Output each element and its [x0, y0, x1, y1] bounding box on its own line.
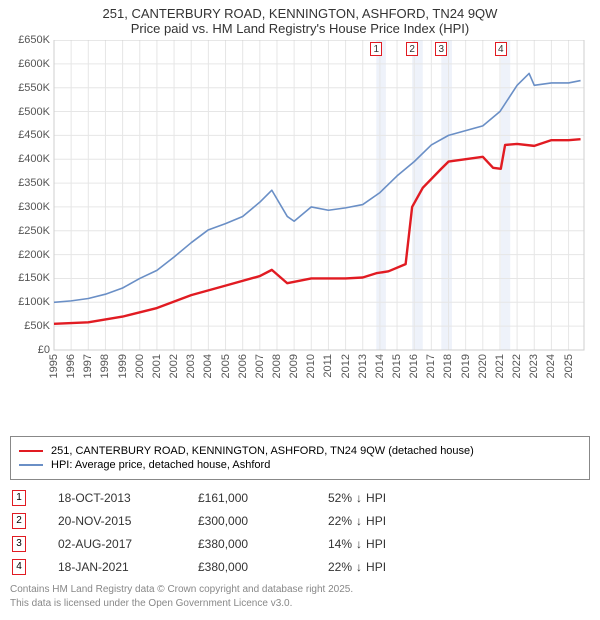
arrow-down-icon: ↓: [356, 514, 362, 528]
sale-date: 18-OCT-2013: [58, 491, 198, 505]
sale-marker-icon: 4: [12, 559, 26, 575]
footer-line-1: Contains HM Land Registry data © Crown c…: [10, 583, 590, 597]
x-tick-label: 2009: [288, 354, 300, 378]
y-tick-label: £150K: [18, 272, 50, 284]
x-tick-label: 2014: [374, 354, 386, 378]
footer-attribution: Contains HM Land Registry data © Crown c…: [10, 583, 590, 610]
sale-row: 1 18-OCT-2013£161,00052% ↓ HPI: [10, 490, 590, 506]
x-tick-label: 1999: [117, 354, 129, 378]
arrow-down-icon: ↓: [356, 560, 362, 574]
sale-delta: 14% ↓ HPI: [328, 537, 386, 551]
y-tick-label: £550K: [18, 82, 50, 94]
y-tick-label: £100K: [18, 296, 50, 308]
legend: 251, CANTERBURY ROAD, KENNINGTON, ASHFOR…: [10, 436, 590, 480]
y-tick-label: £400K: [18, 153, 50, 165]
x-tick-label: 2004: [202, 354, 214, 378]
y-tick-label: £200K: [18, 249, 50, 261]
legend-label: 251, CANTERBURY ROAD, KENNINGTON, ASHFOR…: [51, 445, 474, 457]
legend-swatch: [19, 464, 43, 466]
x-tick-label: 2018: [442, 354, 454, 378]
sale-marker-icon: 2: [12, 513, 26, 529]
x-tick-label: 2022: [511, 354, 523, 378]
x-tick-label: 2002: [168, 354, 180, 378]
x-tick-label: 2013: [357, 354, 369, 378]
sale-marker-1: 1: [370, 42, 382, 56]
y-tick-label: £250K: [18, 225, 50, 237]
chart-plot-area: £0£50K£100K£150K£200K£250K£300K£350K£400…: [10, 40, 590, 392]
x-tick-label: 1996: [65, 354, 77, 378]
x-tick-label: 2006: [237, 354, 249, 378]
footer-line-2: This data is licensed under the Open Gov…: [10, 597, 590, 611]
sale-price: £380,000: [198, 537, 328, 551]
arrow-down-icon: ↓: [356, 537, 362, 551]
y-tick-label: £300K: [18, 201, 50, 213]
y-tick-label: £600K: [18, 58, 50, 70]
y-tick-label: £350K: [18, 177, 50, 189]
sale-delta: 22% ↓ HPI: [328, 514, 386, 528]
sale-marker-2: 2: [406, 42, 418, 56]
sale-row: 4 18-JAN-2021£380,00022% ↓ HPI: [10, 559, 590, 575]
title-line-1: 251, CANTERBURY ROAD, KENNINGTON, ASHFOR…: [10, 6, 590, 21]
sale-marker-4: 4: [495, 42, 507, 56]
sale-delta: 52% ↓ HPI: [328, 491, 386, 505]
x-tick-label: 2016: [408, 354, 420, 378]
sale-row: 2 20-NOV-2015£300,00022% ↓ HPI: [10, 513, 590, 529]
sale-date: 18-JAN-2021: [58, 560, 198, 574]
y-tick-label: £450K: [18, 129, 50, 141]
sale-delta: 22% ↓ HPI: [328, 560, 386, 574]
arrow-down-icon: ↓: [356, 491, 362, 505]
sale-marker-3: 3: [435, 42, 447, 56]
x-tick-label: 2008: [271, 354, 283, 378]
x-tick-label: 2015: [391, 354, 403, 378]
x-tick-label: 2023: [528, 354, 540, 378]
y-tick-label: £50K: [24, 320, 50, 332]
legend-label: HPI: Average price, detached house, Ashf…: [51, 459, 270, 471]
y-tick-label: £500K: [18, 106, 50, 118]
x-tick-label: 2025: [563, 354, 575, 378]
sale-price: £300,000: [198, 514, 328, 528]
legend-item-hpi: HPI: Average price, detached house, Ashf…: [19, 459, 581, 471]
x-tick-label: 2012: [340, 354, 352, 378]
y-tick-label: £650K: [18, 34, 50, 46]
x-tick-label: 2020: [477, 354, 489, 378]
x-tick-label: 2019: [460, 354, 472, 378]
sale-marker-icon: 1: [12, 490, 26, 506]
chart-title: 251, CANTERBURY ROAD, KENNINGTON, ASHFOR…: [10, 6, 590, 36]
x-tick-label: 1995: [48, 354, 60, 378]
figure-container: 251, CANTERBURY ROAD, KENNINGTON, ASHFOR…: [0, 0, 600, 618]
x-tick-label: 2024: [545, 354, 557, 378]
sales-table: 1 18-OCT-2013£161,00052% ↓ HPI 2 20-NOV-201…: [10, 490, 590, 575]
legend-item-price-paid: 251, CANTERBURY ROAD, KENNINGTON, ASHFOR…: [19, 445, 581, 457]
x-tick-label: 2001: [151, 354, 163, 378]
sale-marker-icon: 3: [12, 536, 26, 552]
x-tick-label: 2021: [494, 354, 506, 378]
title-line-2: Price paid vs. HM Land Registry's House …: [10, 21, 590, 36]
sale-price: £380,000: [198, 560, 328, 574]
x-tick-label: 2003: [185, 354, 197, 378]
x-tick-label: 2017: [425, 354, 437, 378]
x-tick-label: 1997: [82, 354, 94, 378]
sale-price: £161,000: [198, 491, 328, 505]
x-tick-label: 2007: [254, 354, 266, 378]
x-tick-label: 2000: [134, 354, 146, 378]
x-tick-label: 2010: [305, 354, 317, 378]
x-tick-label: 2011: [322, 354, 334, 378]
sale-date: 02-AUG-2017: [58, 537, 198, 551]
sale-row: 3 02-AUG-2017£380,00014% ↓ HPI: [10, 536, 590, 552]
legend-swatch: [19, 450, 43, 452]
sale-date: 20-NOV-2015: [58, 514, 198, 528]
x-tick-label: 1998: [99, 354, 111, 378]
x-tick-label: 2005: [220, 354, 232, 378]
